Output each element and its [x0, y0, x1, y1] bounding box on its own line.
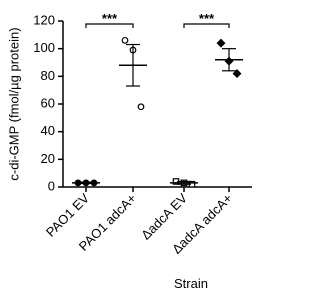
data-point — [232, 69, 242, 79]
data-point — [121, 36, 129, 44]
significance-label: *** — [102, 11, 118, 26]
y-tick-label: 0 — [48, 178, 55, 193]
y-tick-label: 80 — [41, 68, 55, 83]
y-tick-label: 100 — [33, 40, 55, 55]
significance-label: *** — [199, 11, 215, 26]
y-axis-label: c-di-GMP (fmol/µg protein) — [6, 27, 21, 180]
y-tick-label: 40 — [41, 123, 55, 138]
significance-bracket — [183, 23, 230, 28]
data-point — [137, 103, 145, 111]
data-point — [216, 38, 226, 48]
y-tick-label: 60 — [41, 95, 55, 110]
y-tick-label: 120 — [33, 12, 55, 27]
x-tick-label: PAO1 EV — [43, 190, 92, 239]
x-axis-label: Strain — [174, 276, 208, 291]
significance-bracket — [85, 23, 134, 28]
y-tick-label: 20 — [41, 151, 55, 166]
